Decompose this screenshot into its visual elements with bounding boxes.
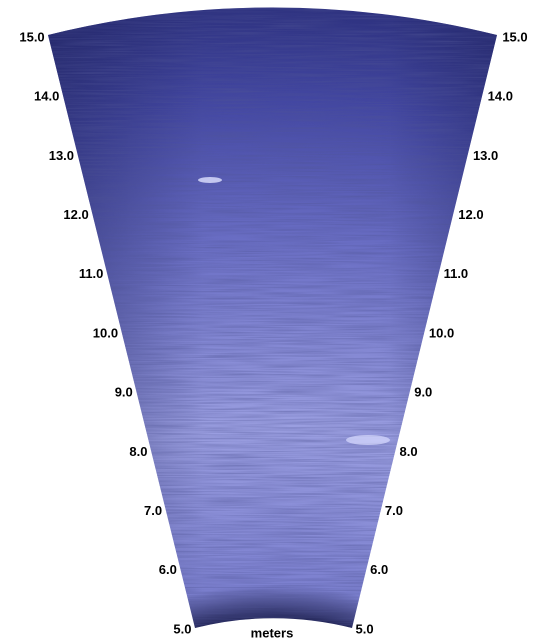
- range-label-right: 6.0: [370, 562, 388, 577]
- range-label-right: 5.0: [356, 621, 374, 636]
- range-label-left: 5.0: [173, 621, 191, 636]
- range-label-left: 12.0: [63, 207, 88, 222]
- range-label-left: 8.0: [129, 444, 147, 459]
- range-label-right: 12.0: [458, 207, 483, 222]
- range-label-left: 7.0: [144, 503, 162, 518]
- range-label-right: 15.0: [502, 29, 527, 44]
- range-label-left: 14.0: [34, 89, 59, 104]
- range-label-left: 15.0: [19, 29, 44, 44]
- range-label-right: 10.0: [429, 325, 454, 340]
- range-label-right: 13.0: [473, 148, 498, 163]
- range-label-right: 7.0: [385, 503, 403, 518]
- range-label-right: 9.0: [414, 385, 432, 400]
- range-label-left: 6.0: [159, 562, 177, 577]
- range-label-left: 11.0: [79, 266, 104, 281]
- range-label-right: 14.0: [488, 89, 513, 104]
- range-label-left: 13.0: [49, 148, 74, 163]
- unit-label: meters: [251, 625, 294, 640]
- range-label-right: 8.0: [400, 444, 418, 459]
- range-label-left: 9.0: [115, 385, 133, 400]
- range-label-right: 11.0: [444, 266, 469, 281]
- range-label-left: 10.0: [93, 325, 118, 340]
